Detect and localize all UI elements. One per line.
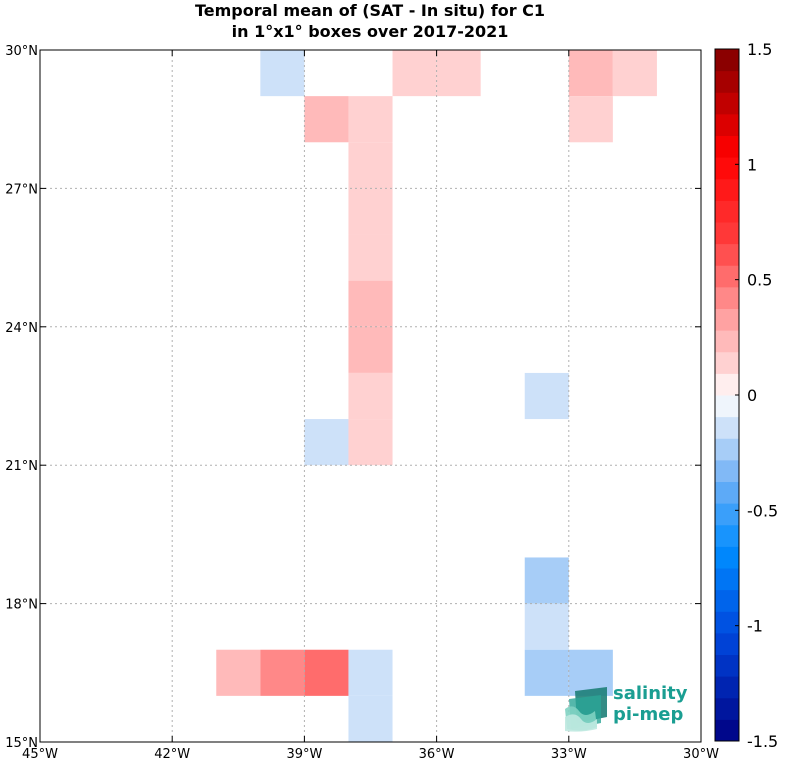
heatmap-cell bbox=[348, 649, 393, 696]
colorbar-tick-label: 0 bbox=[747, 386, 757, 405]
colorbar-segment bbox=[715, 503, 739, 526]
colorbar-tick-label: 1 bbox=[747, 155, 757, 174]
colorbar-segment bbox=[715, 70, 739, 93]
heatmap-cell bbox=[524, 649, 569, 696]
y-tick-label: 21°N bbox=[5, 459, 38, 474]
colorbar-segment bbox=[715, 373, 739, 396]
x-tick-label: 36°W bbox=[419, 747, 455, 762]
heatmap-cell bbox=[348, 96, 393, 143]
heatmap-cell bbox=[348, 234, 393, 281]
heatmap-cell bbox=[524, 557, 569, 604]
salinity-pi-mep-logo: salinity pi-mep bbox=[563, 683, 703, 733]
logo-text-line1: salinity bbox=[613, 683, 688, 704]
colorbar-segment bbox=[715, 286, 739, 309]
heatmap-cell bbox=[216, 649, 261, 696]
heatmap-cells bbox=[216, 50, 657, 742]
y-tick-label: 30°N bbox=[5, 44, 38, 59]
colorbar-tick-label: -0.5 bbox=[747, 501, 778, 520]
colorbar-segment bbox=[715, 265, 739, 288]
colorbar-segment bbox=[715, 49, 739, 72]
y-tick-label: 15°N bbox=[5, 736, 38, 751]
colorbar-segment bbox=[715, 568, 739, 591]
colorbar-segment bbox=[715, 222, 739, 245]
colorbar-segment bbox=[715, 719, 739, 742]
colorbar-segment bbox=[715, 611, 739, 634]
colorbar-segment bbox=[715, 459, 739, 482]
colorbar-tick-label: -1 bbox=[747, 617, 763, 636]
colorbar-segment bbox=[715, 92, 739, 115]
heatmap-cell bbox=[304, 649, 349, 696]
axis-ticks: 45°W 42°W 39°W 36°W 33°W 30°W 15°N 18°N 21°N 24°N… bbox=[5, 44, 719, 762]
heatmap-cell bbox=[348, 695, 393, 742]
heatmap-cell bbox=[260, 50, 305, 97]
heatmap-cell bbox=[348, 188, 393, 235]
colorbar-segment bbox=[715, 113, 739, 136]
colorbar-segment bbox=[715, 546, 739, 569]
colorbar-tick-label: -1.5 bbox=[747, 732, 778, 751]
colorbar-segment bbox=[715, 654, 739, 677]
chart-title-line1: Temporal mean of (SAT - In situ) for C1 bbox=[194, 1, 546, 20]
colorbar-tick-label: 1.5 bbox=[747, 40, 772, 59]
heatmap-cell bbox=[304, 96, 349, 143]
colorbar-segment bbox=[715, 676, 739, 699]
y-tick-label: 27°N bbox=[5, 182, 38, 197]
colorbar-segment bbox=[715, 178, 739, 201]
colorbar-segment bbox=[715, 243, 739, 266]
heatmap-cell bbox=[612, 50, 657, 97]
colorbar-segment bbox=[715, 524, 739, 547]
x-tick-label: 30°W bbox=[683, 747, 719, 762]
logo-text: salinity pi-mep bbox=[613, 683, 688, 725]
chart-title: Temporal mean of (SAT - In situ) for C1 … bbox=[40, 0, 700, 42]
colorbar-segment bbox=[715, 632, 739, 655]
heatmap-cell bbox=[436, 50, 481, 97]
colorbar: -1.5 -1 -0.5 0 0.5 1 1.5 bbox=[714, 40, 778, 751]
heatmap-cell bbox=[260, 649, 305, 696]
logo-text-line2: pi-mep bbox=[613, 704, 684, 725]
colorbar-segment bbox=[715, 200, 739, 223]
colorbar-segment bbox=[715, 395, 739, 418]
colorbar-segment bbox=[715, 308, 739, 331]
colorbar-segment bbox=[715, 589, 739, 612]
heatmap-cell bbox=[348, 142, 393, 189]
colorbar-segment bbox=[715, 481, 739, 504]
chart-title-line2: in 1°x1° boxes over 2017-2021 bbox=[231, 22, 509, 41]
plot-frame bbox=[39, 49, 702, 743]
colorbar-tick-label: 0.5 bbox=[747, 271, 772, 290]
x-tick-label: 39°W bbox=[286, 747, 322, 762]
heatmap-cell bbox=[348, 280, 393, 327]
x-tick-label: 42°W bbox=[154, 747, 190, 762]
heatmap-cell bbox=[568, 96, 613, 143]
heatmap-cell bbox=[348, 372, 393, 420]
heatmap-cell bbox=[524, 603, 569, 650]
heatmap-cell bbox=[348, 326, 393, 373]
heatmap-cell bbox=[524, 372, 569, 420]
heatmap-cell bbox=[348, 419, 393, 466]
colorbar-segment bbox=[715, 330, 739, 353]
heatmap-cell bbox=[304, 419, 349, 466]
y-tick-label: 24°N bbox=[5, 321, 38, 336]
grid-lines bbox=[40, 50, 701, 742]
colorbar-segment bbox=[715, 351, 739, 374]
x-tick-label: 45°W bbox=[22, 747, 58, 762]
colorbar-segment bbox=[715, 438, 739, 461]
y-tick-label: 18°N bbox=[5, 598, 38, 613]
heatmap-cell bbox=[568, 50, 613, 97]
wave-logo-icon bbox=[565, 687, 607, 732]
colorbar-segment bbox=[715, 697, 739, 720]
colorbar-segment bbox=[715, 135, 739, 158]
x-tick-label: 33°W bbox=[551, 747, 587, 762]
heatmap-cell bbox=[392, 50, 437, 97]
colorbar-segment bbox=[715, 157, 739, 180]
colorbar-segment bbox=[715, 416, 739, 439]
